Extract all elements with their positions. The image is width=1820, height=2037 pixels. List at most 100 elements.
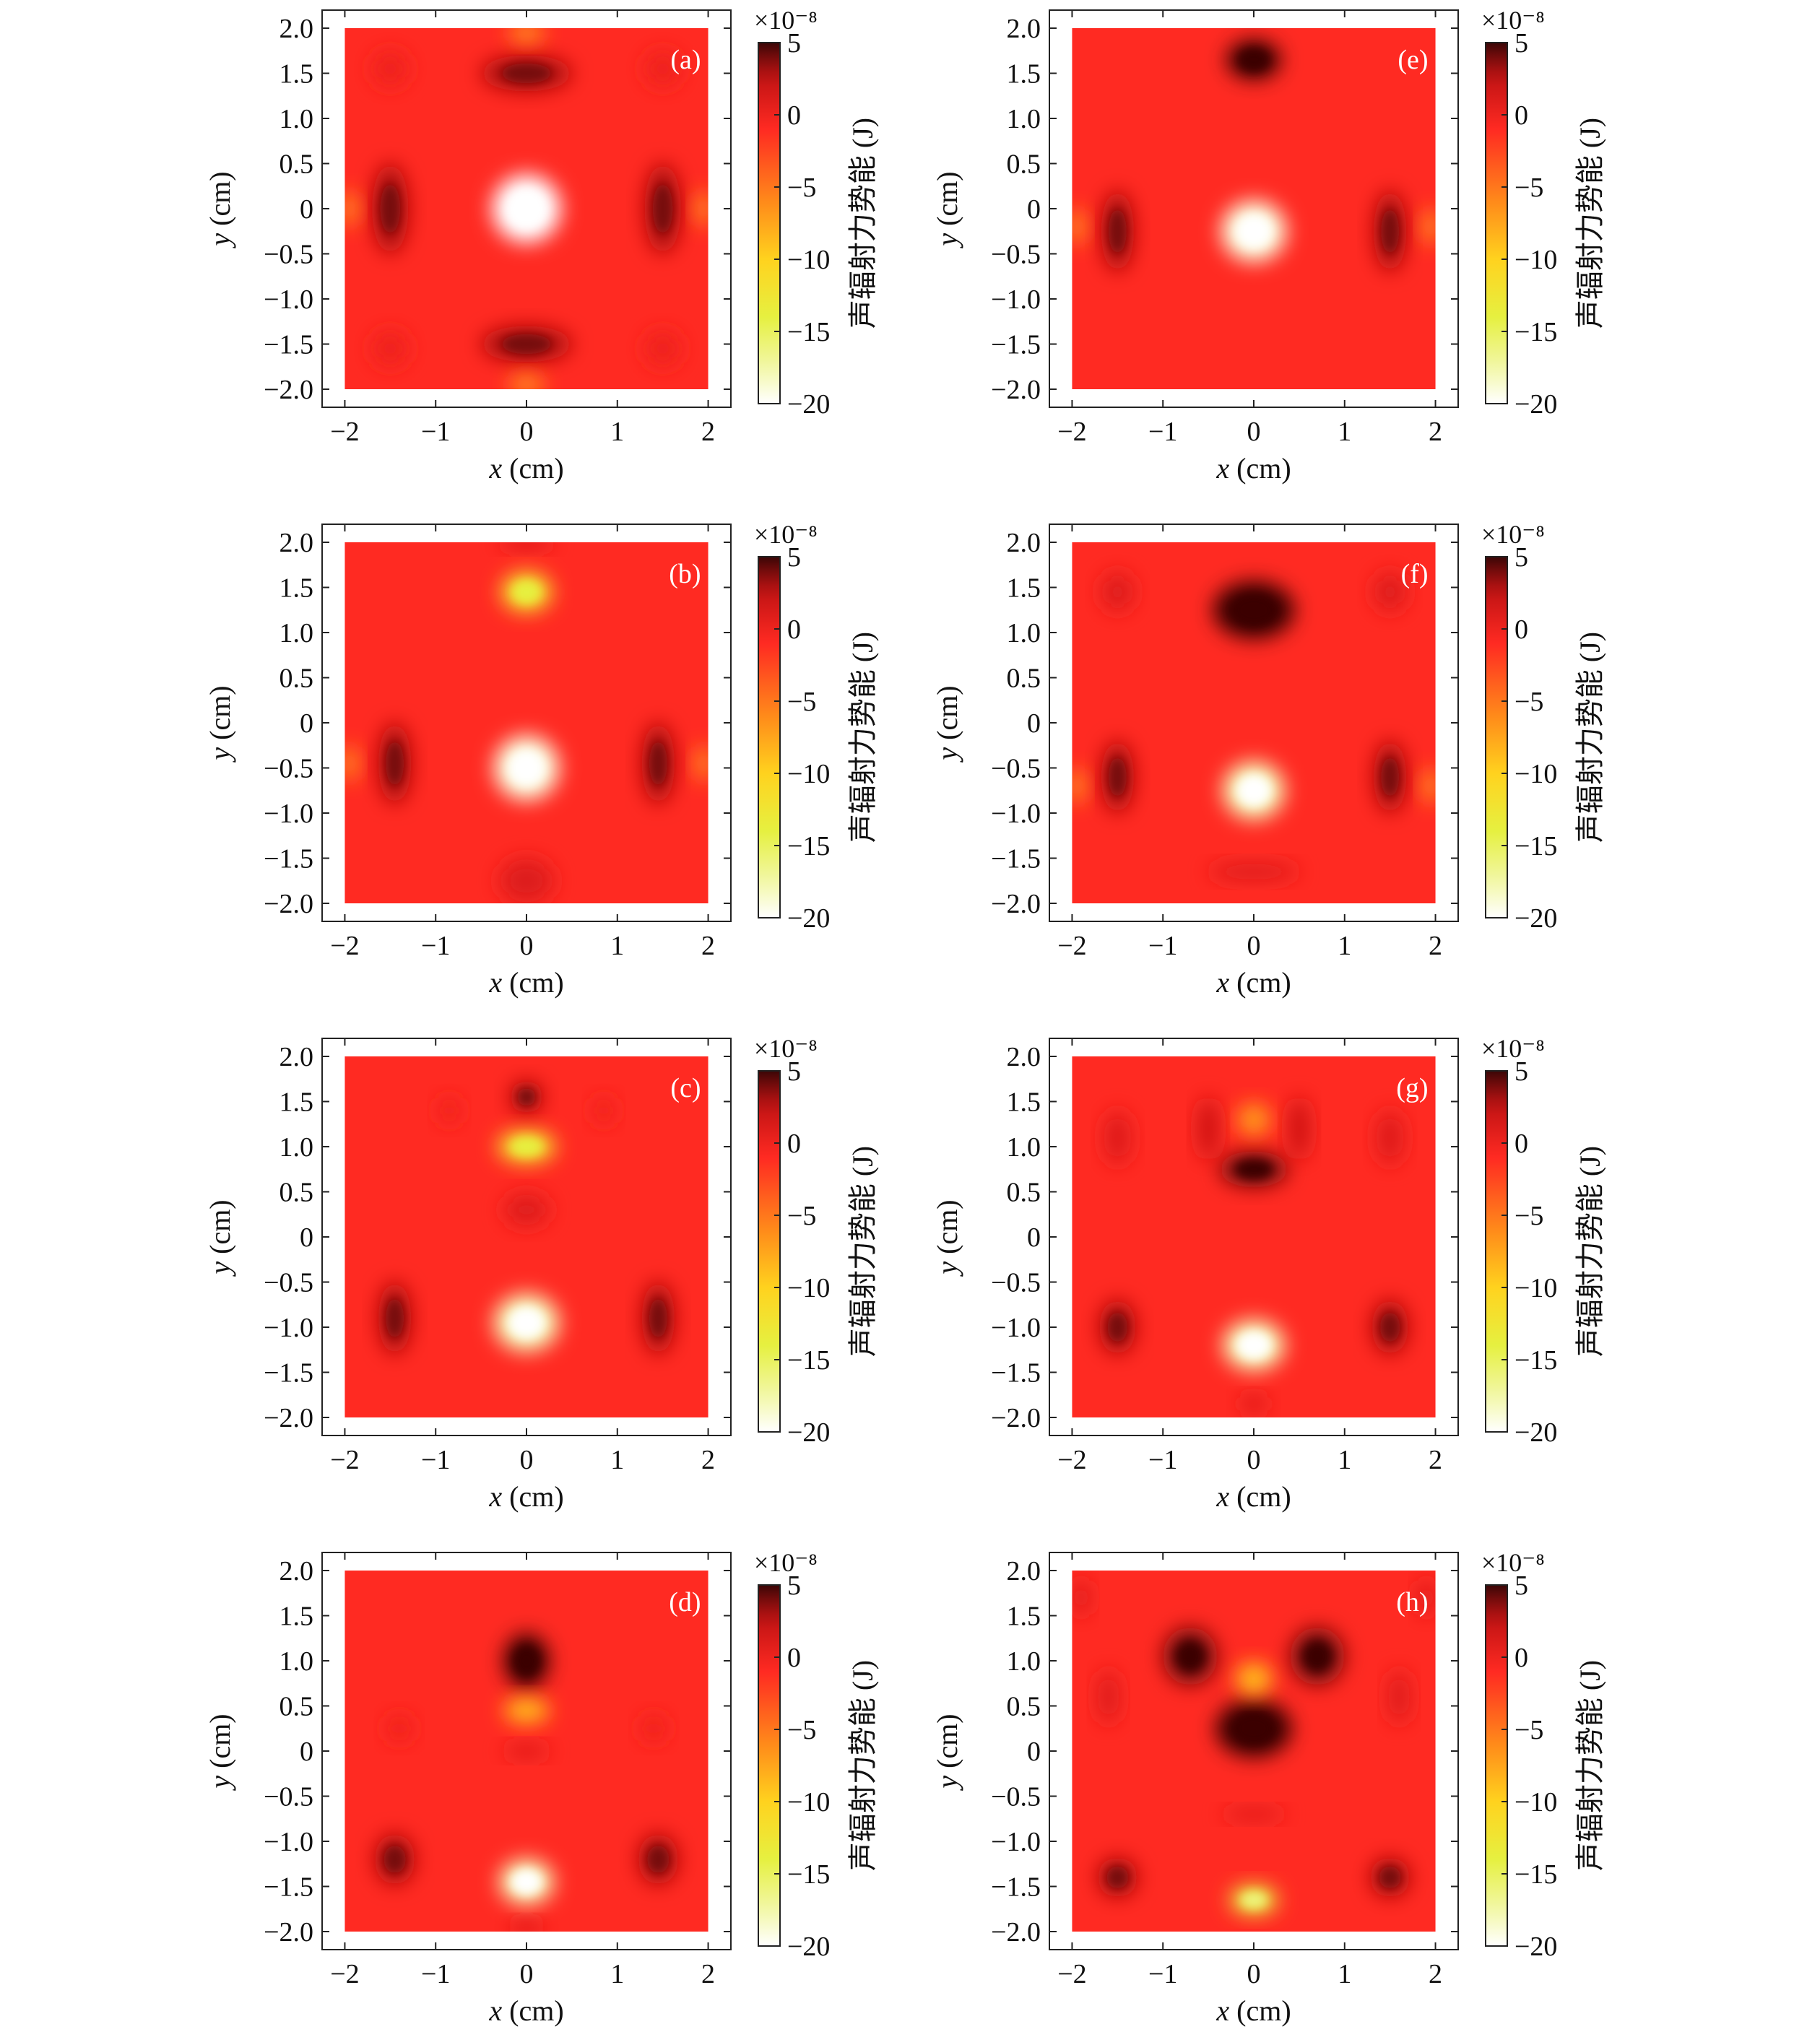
colorbar-tick-label: −20 bbox=[787, 1932, 830, 1962]
colorbar-tick-label: −20 bbox=[787, 389, 830, 420]
colorbar-tick-label: −10 bbox=[1514, 1787, 1557, 1817]
y-tick-label: 0.5 bbox=[280, 1692, 314, 1722]
heatmap-feature bbox=[1197, 1097, 1220, 1160]
heatmap-feature-core bbox=[386, 1298, 404, 1338]
x-tick-label: 2 bbox=[1429, 417, 1442, 447]
x-tick-label: 2 bbox=[701, 417, 715, 447]
x-tick-label: −1 bbox=[1148, 1445, 1177, 1475]
y-tick-label: −2.0 bbox=[991, 375, 1041, 405]
x-axis-label: x (cm) bbox=[488, 1994, 563, 2027]
heatmap-feature bbox=[386, 1715, 412, 1742]
heatmap-feature bbox=[510, 1919, 543, 1932]
y-tick-label: −0.5 bbox=[264, 754, 313, 784]
heatmap-feature-core bbox=[649, 741, 667, 786]
x-tick-label: −2 bbox=[330, 931, 359, 961]
heatmap-feature bbox=[1101, 572, 1134, 612]
heatmap-feature-core bbox=[512, 581, 541, 603]
x-tick-label: −2 bbox=[1057, 1445, 1086, 1475]
x-tick-label: 1 bbox=[610, 931, 624, 961]
colorbar: 5 0 −5 −10 −15 −20 ×10⁻⁸ 声辐射力势能 (J) bbox=[754, 6, 879, 420]
y-tick-label: −2.0 bbox=[264, 1403, 313, 1433]
heatmap-panel: −2 −1 0 1 22.01.51.00.50−0.5−1.0−1.5−2.0x (c… bbox=[204, 1548, 879, 2027]
heatmap-feature-core bbox=[508, 750, 545, 786]
colorbar-tick-label: 0 bbox=[787, 100, 801, 131]
heatmap-feature bbox=[499, 542, 554, 550]
y-tick-label: −2.0 bbox=[991, 1917, 1041, 1947]
heatmap-feature-core bbox=[386, 741, 404, 786]
panels-group: −2 −1 0 1 22.01.51.00.50−0.5−1.0−1.5−2.0x (c… bbox=[204, 6, 1606, 2027]
y-tick-label: 0.5 bbox=[1007, 1692, 1041, 1722]
heatmap-feature-core bbox=[1236, 1331, 1271, 1360]
colorbar-tick-label: −15 bbox=[1514, 831, 1557, 861]
y-tick-label: 0 bbox=[300, 1222, 313, 1253]
colorbar-tick-label: 0 bbox=[1514, 614, 1528, 645]
x-axis-label: x (cm) bbox=[488, 966, 563, 999]
y-tick-label: 1.5 bbox=[1007, 59, 1041, 90]
x-tick-label: 0 bbox=[520, 1959, 534, 1989]
y-tick-label: 0.5 bbox=[1007, 149, 1041, 180]
heatmap-feature bbox=[1240, 1394, 1268, 1413]
y-tick-label: 1.5 bbox=[280, 1087, 314, 1118]
heatmap-feature bbox=[503, 1194, 550, 1226]
heatmap-feature-core bbox=[1239, 48, 1269, 71]
x-tick-label: −2 bbox=[1057, 931, 1086, 961]
colorbar-label: 声辐射力势能 (J) bbox=[846, 632, 879, 843]
colorbar-exponent: ×10⁻⁸ bbox=[754, 6, 818, 35]
heatmap-feature-core bbox=[501, 63, 552, 84]
colorbar-tick-label: −5 bbox=[787, 1715, 816, 1745]
y-tick-label: −2.0 bbox=[264, 1917, 313, 1947]
heatmap-feature bbox=[1072, 768, 1086, 804]
heatmap-feature-core bbox=[1302, 1640, 1332, 1672]
heatmap-feature-core bbox=[1379, 1866, 1401, 1889]
y-tick-label: 0.5 bbox=[1007, 1178, 1041, 1208]
y-tick-label: 1.0 bbox=[1007, 1646, 1041, 1677]
x-axis-label: x (cm) bbox=[488, 1480, 563, 1513]
heatmap-feature bbox=[1376, 1111, 1404, 1165]
x-tick-label: 2 bbox=[701, 1959, 715, 1989]
colorbar-exponent: ×10⁻⁸ bbox=[1481, 1548, 1545, 1577]
y-tick-label: −0.5 bbox=[264, 1782, 313, 1812]
heatmap-feature bbox=[508, 28, 545, 44]
colorbar-tick-label: −10 bbox=[787, 759, 830, 789]
colorbar-exponent: ×10⁻⁸ bbox=[1481, 6, 1545, 35]
heatmap-feature bbox=[503, 1744, 550, 1758]
heatmap-feature-core bbox=[507, 189, 546, 228]
heatmap-feature-core bbox=[1108, 757, 1127, 797]
y-tick-label: −1.0 bbox=[264, 1313, 313, 1343]
heatmap-feature bbox=[372, 330, 409, 367]
x-tick-label: 0 bbox=[520, 417, 534, 447]
y-axis-label: y (cm) bbox=[204, 1199, 236, 1277]
x-tick-label: 0 bbox=[1247, 931, 1261, 961]
y-tick-label: 2.0 bbox=[280, 14, 314, 44]
y-tick-label: 0 bbox=[300, 1737, 313, 1767]
colorbar-tick-label: −10 bbox=[1514, 759, 1557, 789]
x-tick-label: −2 bbox=[1057, 1959, 1086, 1989]
y-axis-label: y (cm) bbox=[204, 1714, 236, 1791]
colorbar-tick-label: −10 bbox=[787, 1273, 830, 1303]
colorbar: 5 0 −5 −10 −15 −20 ×10⁻⁸ 声辐射力势能 (J) bbox=[1481, 1034, 1606, 1448]
heatmap-feature-core bbox=[1381, 757, 1400, 797]
y-tick-label: 1.0 bbox=[1007, 104, 1041, 134]
y-tick-label: 1.5 bbox=[280, 59, 314, 90]
colorbar-gradient bbox=[1485, 556, 1508, 918]
colorbar-tick-label: −5 bbox=[787, 1201, 816, 1231]
x-tick-label: −2 bbox=[330, 417, 359, 447]
x-tick-label: 0 bbox=[1247, 1959, 1261, 1989]
x-axis-label: x (cm) bbox=[1216, 1994, 1291, 2027]
colorbar-label: 声辐射力势能 (J) bbox=[846, 1146, 879, 1357]
colorbar-tick-label: 0 bbox=[1514, 100, 1528, 131]
y-tick-label: −0.5 bbox=[991, 1268, 1041, 1298]
colorbar-label: 声辐射力势能 (J) bbox=[1574, 1146, 1606, 1357]
heatmap-feature-core bbox=[1236, 214, 1272, 248]
heatmap-feature bbox=[1417, 1579, 1436, 1616]
heatmap-panel: −2 −1 0 1 22.01.51.00.50−0.5−1.0−1.5−2.0x (c… bbox=[931, 1548, 1606, 2027]
colorbar-tick-label: 5 bbox=[787, 1571, 801, 1601]
y-tick-label: −2.0 bbox=[991, 1403, 1041, 1433]
x-tick-label: 0 bbox=[1247, 1445, 1261, 1475]
y-tick-label: −1.5 bbox=[991, 1872, 1041, 1903]
colorbar-tick-label: 5 bbox=[1514, 28, 1528, 58]
colorbar-tick-label: 5 bbox=[787, 28, 801, 58]
y-tick-label: 2.0 bbox=[1007, 14, 1041, 44]
y-tick-label: −1.0 bbox=[264, 285, 313, 315]
